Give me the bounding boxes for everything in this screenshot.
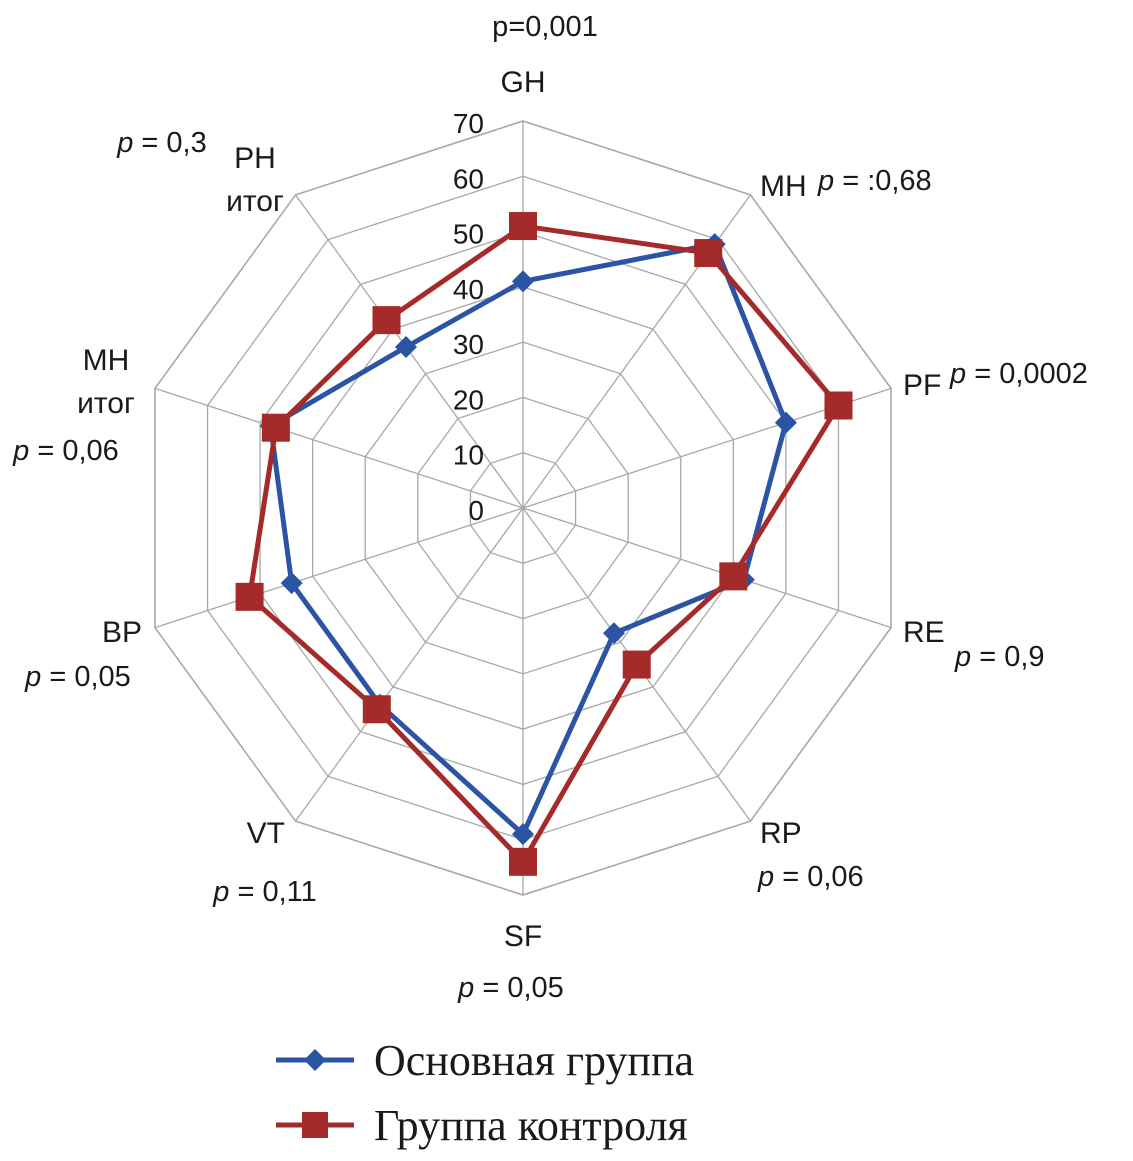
data-point — [372, 306, 401, 335]
legend-label: Основная группа — [374, 1036, 694, 1085]
data-point — [824, 391, 853, 420]
p-value-label: p = 0,05 — [457, 972, 564, 1004]
legend-marker — [304, 1049, 326, 1071]
axis-label: MH — [83, 344, 130, 377]
data-point — [512, 270, 534, 293]
legend-label: Группа контроля — [374, 1101, 688, 1150]
tick-label: 40 — [453, 274, 484, 305]
tick-label: 0 — [468, 495, 484, 526]
p-value-label: p = 0,06 — [12, 435, 119, 467]
axis-label: VT — [247, 817, 285, 850]
axis-label: SF — [504, 920, 542, 953]
tick-label: 70 — [453, 108, 484, 139]
tick-label: 10 — [453, 440, 484, 471]
p-value-label: p = 0,9 — [954, 641, 1045, 673]
tick-label: 60 — [453, 163, 484, 194]
data-point — [509, 847, 537, 876]
axis-label: MH — [760, 170, 807, 203]
data-point — [774, 411, 797, 434]
axis-label: GH — [501, 66, 546, 99]
data-point — [602, 622, 625, 645]
data-point — [509, 212, 537, 241]
series-group — [235, 212, 853, 876]
tick-label: 20 — [453, 384, 484, 415]
tick-labels: 0 10 20 30 40 50 60 70 — [453, 108, 484, 526]
data-point — [235, 582, 264, 611]
axis-spoke — [154, 507, 524, 629]
data-point — [694, 239, 723, 268]
data-point — [622, 650, 651, 679]
legend-marker — [302, 1112, 328, 1138]
axis-spoke — [522, 507, 892, 629]
data-point — [512, 823, 534, 846]
data-point — [719, 562, 748, 591]
legend-item: Группа контроля — [276, 1101, 688, 1150]
axis-label: итог — [77, 387, 135, 420]
legend: Основная группа Группа контроля — [276, 1036, 694, 1150]
axis-labels: GH p=0,001 MH p = :0,68 PF p = 0,0002 RE p = 0,… — [12, 11, 1088, 1004]
p-value-label: p = :0,68 — [817, 165, 932, 197]
p-value-label: p=0,001 — [492, 11, 598, 43]
axis-label: итог — [226, 185, 284, 218]
axis-label: BP — [102, 616, 142, 649]
p-value-label: p = 0,3 — [116, 127, 207, 159]
data-point — [395, 335, 418, 358]
axis-label: PH — [234, 142, 276, 175]
series-2 — [235, 212, 853, 876]
p-value-label: p = 0,06 — [757, 861, 864, 893]
legend-item: Основная группа — [276, 1036, 694, 1085]
axis-spoke — [154, 387, 524, 509]
series-line — [247, 223, 841, 865]
data-point — [280, 572, 303, 595]
axis-label: PF — [903, 369, 941, 402]
data-point — [261, 413, 290, 442]
axis-label: RP — [760, 817, 802, 850]
p-value-label: p = 0,11 — [212, 876, 316, 908]
series-line — [268, 241, 789, 837]
series-1 — [259, 233, 797, 846]
tick-label: 30 — [453, 329, 484, 360]
p-value-label: p = 0,0002 — [949, 358, 1088, 390]
axis-label: RE — [903, 616, 945, 649]
tick-label: 50 — [453, 219, 484, 250]
axis-spoke — [295, 507, 524, 822]
p-value-label: p = 0,05 — [24, 661, 131, 693]
data-point — [362, 695, 391, 724]
